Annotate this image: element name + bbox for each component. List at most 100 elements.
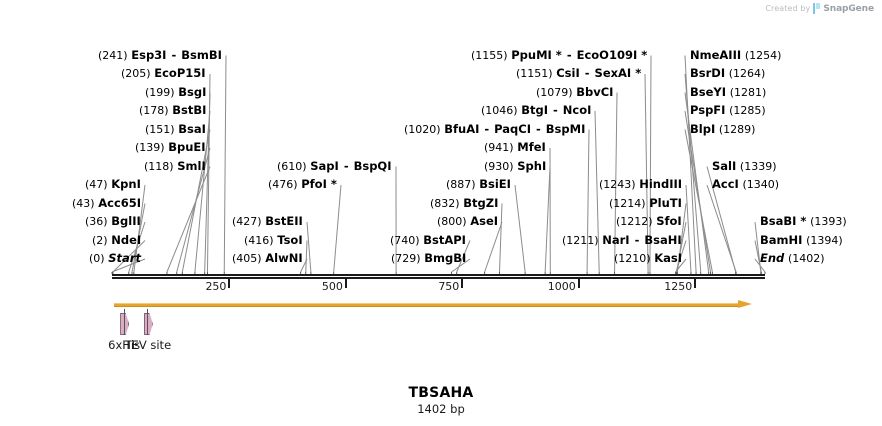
site-position: (1394) [806, 233, 843, 247]
leader-line [684, 92, 710, 273]
enzyme-site-label[interactable]: (2) NdeI [92, 232, 142, 247]
enzyme-name: BsaHI [644, 232, 682, 247]
enzyme-site-label[interactable]: (1210) KasI [614, 252, 682, 266]
enzyme-name: BstBI [172, 103, 207, 117]
enzyme-site-label[interactable]: (887) BsiEI [446, 177, 511, 192]
enzyme-site-label[interactable]: (1212) SfoI [616, 214, 682, 229]
site-position: (887) [446, 178, 476, 191]
enzyme-site-label[interactable]: (800) AseI [437, 214, 499, 229]
enzyme-site-label[interactable]: (199) BsgI [145, 85, 206, 99]
site-position: (1210) [614, 252, 651, 265]
enzyme-name: NdeI [111, 232, 142, 247]
enzyme-site-label[interactable]: (1151) CsiI - SexAI * [516, 66, 642, 81]
enzyme-site-label[interactable]: (1211) NarI - BsaHI [562, 232, 682, 247]
site-position: (1079) [536, 85, 573, 99]
enzyme-site-label[interactable]: (1214) PluTI [609, 196, 682, 210]
enzyme-site-label[interactable]: (610) SapI - BspQI [277, 158, 392, 173]
enzyme-name: BspMI [545, 121, 586, 136]
leader-line [594, 110, 600, 273]
site-position: (199) [145, 85, 175, 99]
enzyme-site-label[interactable]: AccI (1340) [712, 178, 780, 192]
enzyme-site-label[interactable]: NmeAIII (1254) [690, 48, 781, 62]
enzyme-site-label[interactable]: SalI (1339) [712, 159, 777, 173]
enzyme-site-label[interactable]: End (1402) [760, 252, 825, 266]
enzyme-name: NarI [602, 232, 630, 247]
feature-label: TEV site [124, 338, 172, 352]
site-position: (151) [145, 122, 175, 136]
feature-6xhis[interactable] [120, 313, 130, 335]
enzyme-site-label[interactable]: (427) BstEII [232, 215, 303, 229]
enzyme-name: BtgI [521, 103, 549, 117]
enzyme-name: AlwNI [265, 251, 303, 265]
enzyme-site-label[interactable]: BsaBI * (1393) [760, 215, 847, 229]
enzyme-site-label[interactable]: (930) SphI [484, 158, 547, 173]
enzyme-site-label[interactable]: (139) BpuEI [135, 141, 206, 155]
enzyme-site-label[interactable]: PspFI (1285) [690, 103, 766, 118]
enzyme-name: SexAI * [594, 66, 642, 80]
enzyme-name: PaqCI [494, 121, 531, 136]
enzyme-site-label[interactable]: (43) Acc65I [72, 196, 141, 210]
name-separator: - [630, 232, 644, 247]
enzyme-site-label[interactable]: (941) MfeI [484, 141, 546, 155]
enzyme-name: BsaI [178, 121, 206, 136]
enzyme-site-label[interactable]: (1046) BtgI - NcoI [481, 103, 591, 118]
enzyme-name: TsoI [277, 232, 303, 247]
enzyme-name: Start [108, 251, 141, 265]
enzyme-site-label[interactable]: BsrDI (1264) [690, 66, 765, 81]
leader-line [544, 166, 551, 273]
ruler-tick [694, 279, 697, 288]
enzyme-site-label[interactable]: (47) KpnI [85, 178, 141, 192]
enzyme-site-label[interactable]: (0) Start [89, 251, 141, 266]
enzyme-site-label[interactable]: (241) Esp3I - BsmBI [98, 48, 222, 62]
enzyme-site-label[interactable]: (118) SmlI [144, 159, 206, 173]
name-separator: - [532, 121, 545, 136]
enzyme-site-label[interactable]: BlpI (1289) [690, 122, 756, 136]
enzyme-name: BmgBI [424, 251, 467, 265]
enzyme-site-label[interactable]: (405) AlwNI [232, 251, 303, 266]
enzyme-site-label[interactable]: (476) PfoI * [268, 177, 337, 192]
enzyme-site-label[interactable]: BamHI (1394) [760, 233, 843, 247]
ruler-tick [344, 279, 347, 288]
site-position: (1151) [516, 67, 553, 80]
enzyme-site-label[interactable]: (36) BglII [85, 215, 141, 229]
site-position: (1340) [742, 178, 780, 191]
site-position: (729) [391, 252, 421, 265]
enzyme-site-label[interactable]: (1020) BfuAI - PaqCI - BspMI [404, 121, 586, 136]
enzyme-site-label[interactable]: BseYI (1281) [690, 85, 766, 99]
enzyme-name: SfoI [656, 214, 682, 228]
enzyme-name: BstAPI [423, 232, 466, 247]
feature-tev-site[interactable] [143, 313, 153, 335]
leader-line [684, 129, 713, 273]
enzyme-site-label[interactable]: (1243) HindIII [599, 178, 682, 192]
enzyme-name: PpuMI * [511, 47, 562, 62]
enzyme-name: CsiI [556, 66, 580, 80]
enzyme-name: BsiEI [479, 177, 511, 191]
enzyme-name: BbvCI [576, 84, 614, 99]
ruler-label: 250 [205, 280, 227, 293]
snapgene-logo-icon [813, 3, 821, 14]
enzyme-name: SphI [517, 158, 547, 173]
enzyme-site-label[interactable]: (1079) BbvCI [536, 84, 614, 99]
enzyme-site-label[interactable]: (1155) PpuMI * - EcoO109I * [471, 47, 647, 62]
enzyme-name: PspFI [690, 103, 726, 117]
enzyme-name: AseI [470, 214, 499, 228]
enzyme-site-label[interactable]: (205) EcoP15I [121, 67, 206, 81]
name-separator: - [480, 121, 494, 136]
enzyme-site-label[interactable]: (178) BstBI [139, 103, 207, 118]
site-position: (1393) [810, 215, 847, 228]
site-position: (1289) [718, 122, 756, 136]
leader-line [166, 166, 211, 273]
enzyme-name: SapI [310, 158, 339, 173]
enzyme-name: PfoI * [301, 177, 337, 191]
enzyme-name: BfuAI [444, 121, 480, 136]
enzyme-site-label[interactable]: (729) BmgBI [391, 251, 467, 266]
enzyme-site-label[interactable]: (151) BsaI [145, 121, 206, 136]
enzyme-name: BtgZI [463, 195, 499, 210]
site-position: (2) [92, 233, 108, 247]
enzyme-name: BsrDI [690, 66, 726, 80]
enzyme-site-label[interactable]: (416) TsoI [244, 232, 303, 247]
ruler-label: 500 [321, 280, 343, 293]
enzyme-site-label[interactable]: (832) BtgZI [430, 195, 499, 210]
enzyme-site-label[interactable]: (740) BstAPI [390, 232, 466, 247]
leader-line [514, 184, 526, 273]
